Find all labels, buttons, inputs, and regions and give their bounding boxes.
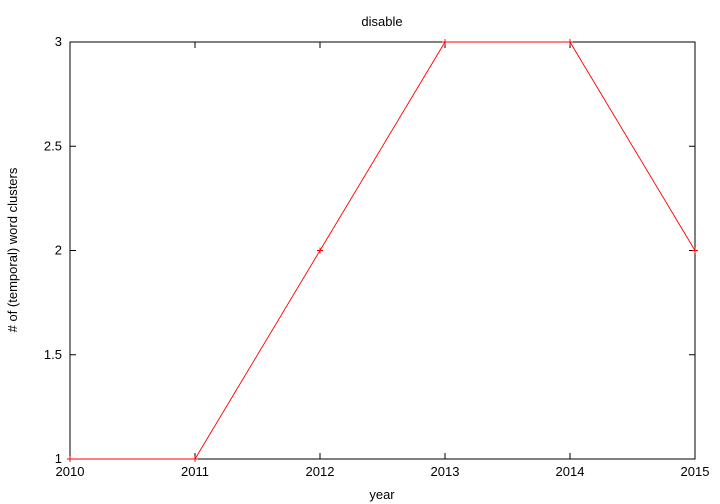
x-tick-label: 2010 <box>56 464 85 479</box>
x-axis-label: year <box>369 487 395 502</box>
plot-frame <box>69 41 696 460</box>
data-point <box>192 456 198 462</box>
y-axis-ticks: 1 1.5 2 2.5 3 <box>44 34 695 466</box>
x-tick-label: 2011 <box>181 464 209 479</box>
y-tick-label: 1 <box>55 451 62 466</box>
data-point <box>317 247 323 254</box>
data-point <box>442 39 448 45</box>
series-line <box>70 41 696 460</box>
chart-title: disable <box>361 14 402 29</box>
x-tick-label: 2015 <box>681 464 710 479</box>
y-tick-label: 3 <box>55 34 62 49</box>
series-group <box>67 39 698 462</box>
x-tick-label: 2012 <box>306 464 335 479</box>
data-point <box>692 247 698 254</box>
y-axis-label: # of (temporal) word clusters <box>5 167 20 332</box>
data-point <box>567 39 573 45</box>
y-tick-label: 2.5 <box>44 138 62 153</box>
x-tick-label: 2013 <box>431 464 460 479</box>
y-tick-label: 1.5 <box>44 347 62 362</box>
y-tick-label: 2 <box>55 243 62 258</box>
x-tick-label: 2014 <box>556 464 585 479</box>
data-point <box>67 456 73 462</box>
x-axis-ticks: 2010 2011 2012 2013 2014 2015 <box>56 42 710 479</box>
